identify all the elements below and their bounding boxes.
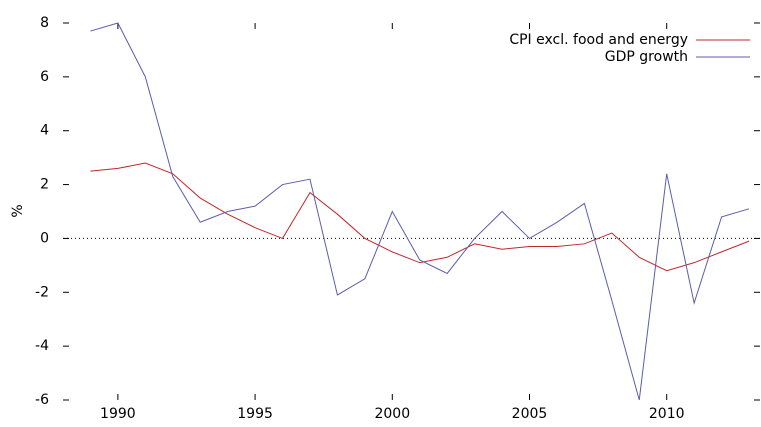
y-tick-label: 4: [40, 123, 49, 139]
data-line: [90, 22, 750, 401]
y-tick-label: 2: [40, 177, 49, 193]
y-tick-label: 0: [40, 230, 49, 246]
y-tick-label: 8: [40, 15, 49, 31]
y-axis-label: %: [10, 204, 26, 217]
data-line: [90, 162, 750, 272]
y-tick-label: 6: [40, 69, 49, 85]
y-tick-label: -6: [35, 392, 49, 408]
x-tick-label: 2000: [374, 406, 410, 422]
legend-label: GDP growth: [605, 49, 688, 65]
y-tick-label: -4: [35, 338, 49, 354]
x-tick-label: 1995: [237, 406, 273, 422]
x-tick-label: 2005: [512, 406, 548, 422]
legend-label: CPI excl. food and energy: [509, 32, 688, 48]
y-tick-label: -2: [35, 284, 49, 300]
x-tick-label: 2010: [649, 406, 685, 422]
x-tick-label: 1990: [100, 406, 136, 422]
